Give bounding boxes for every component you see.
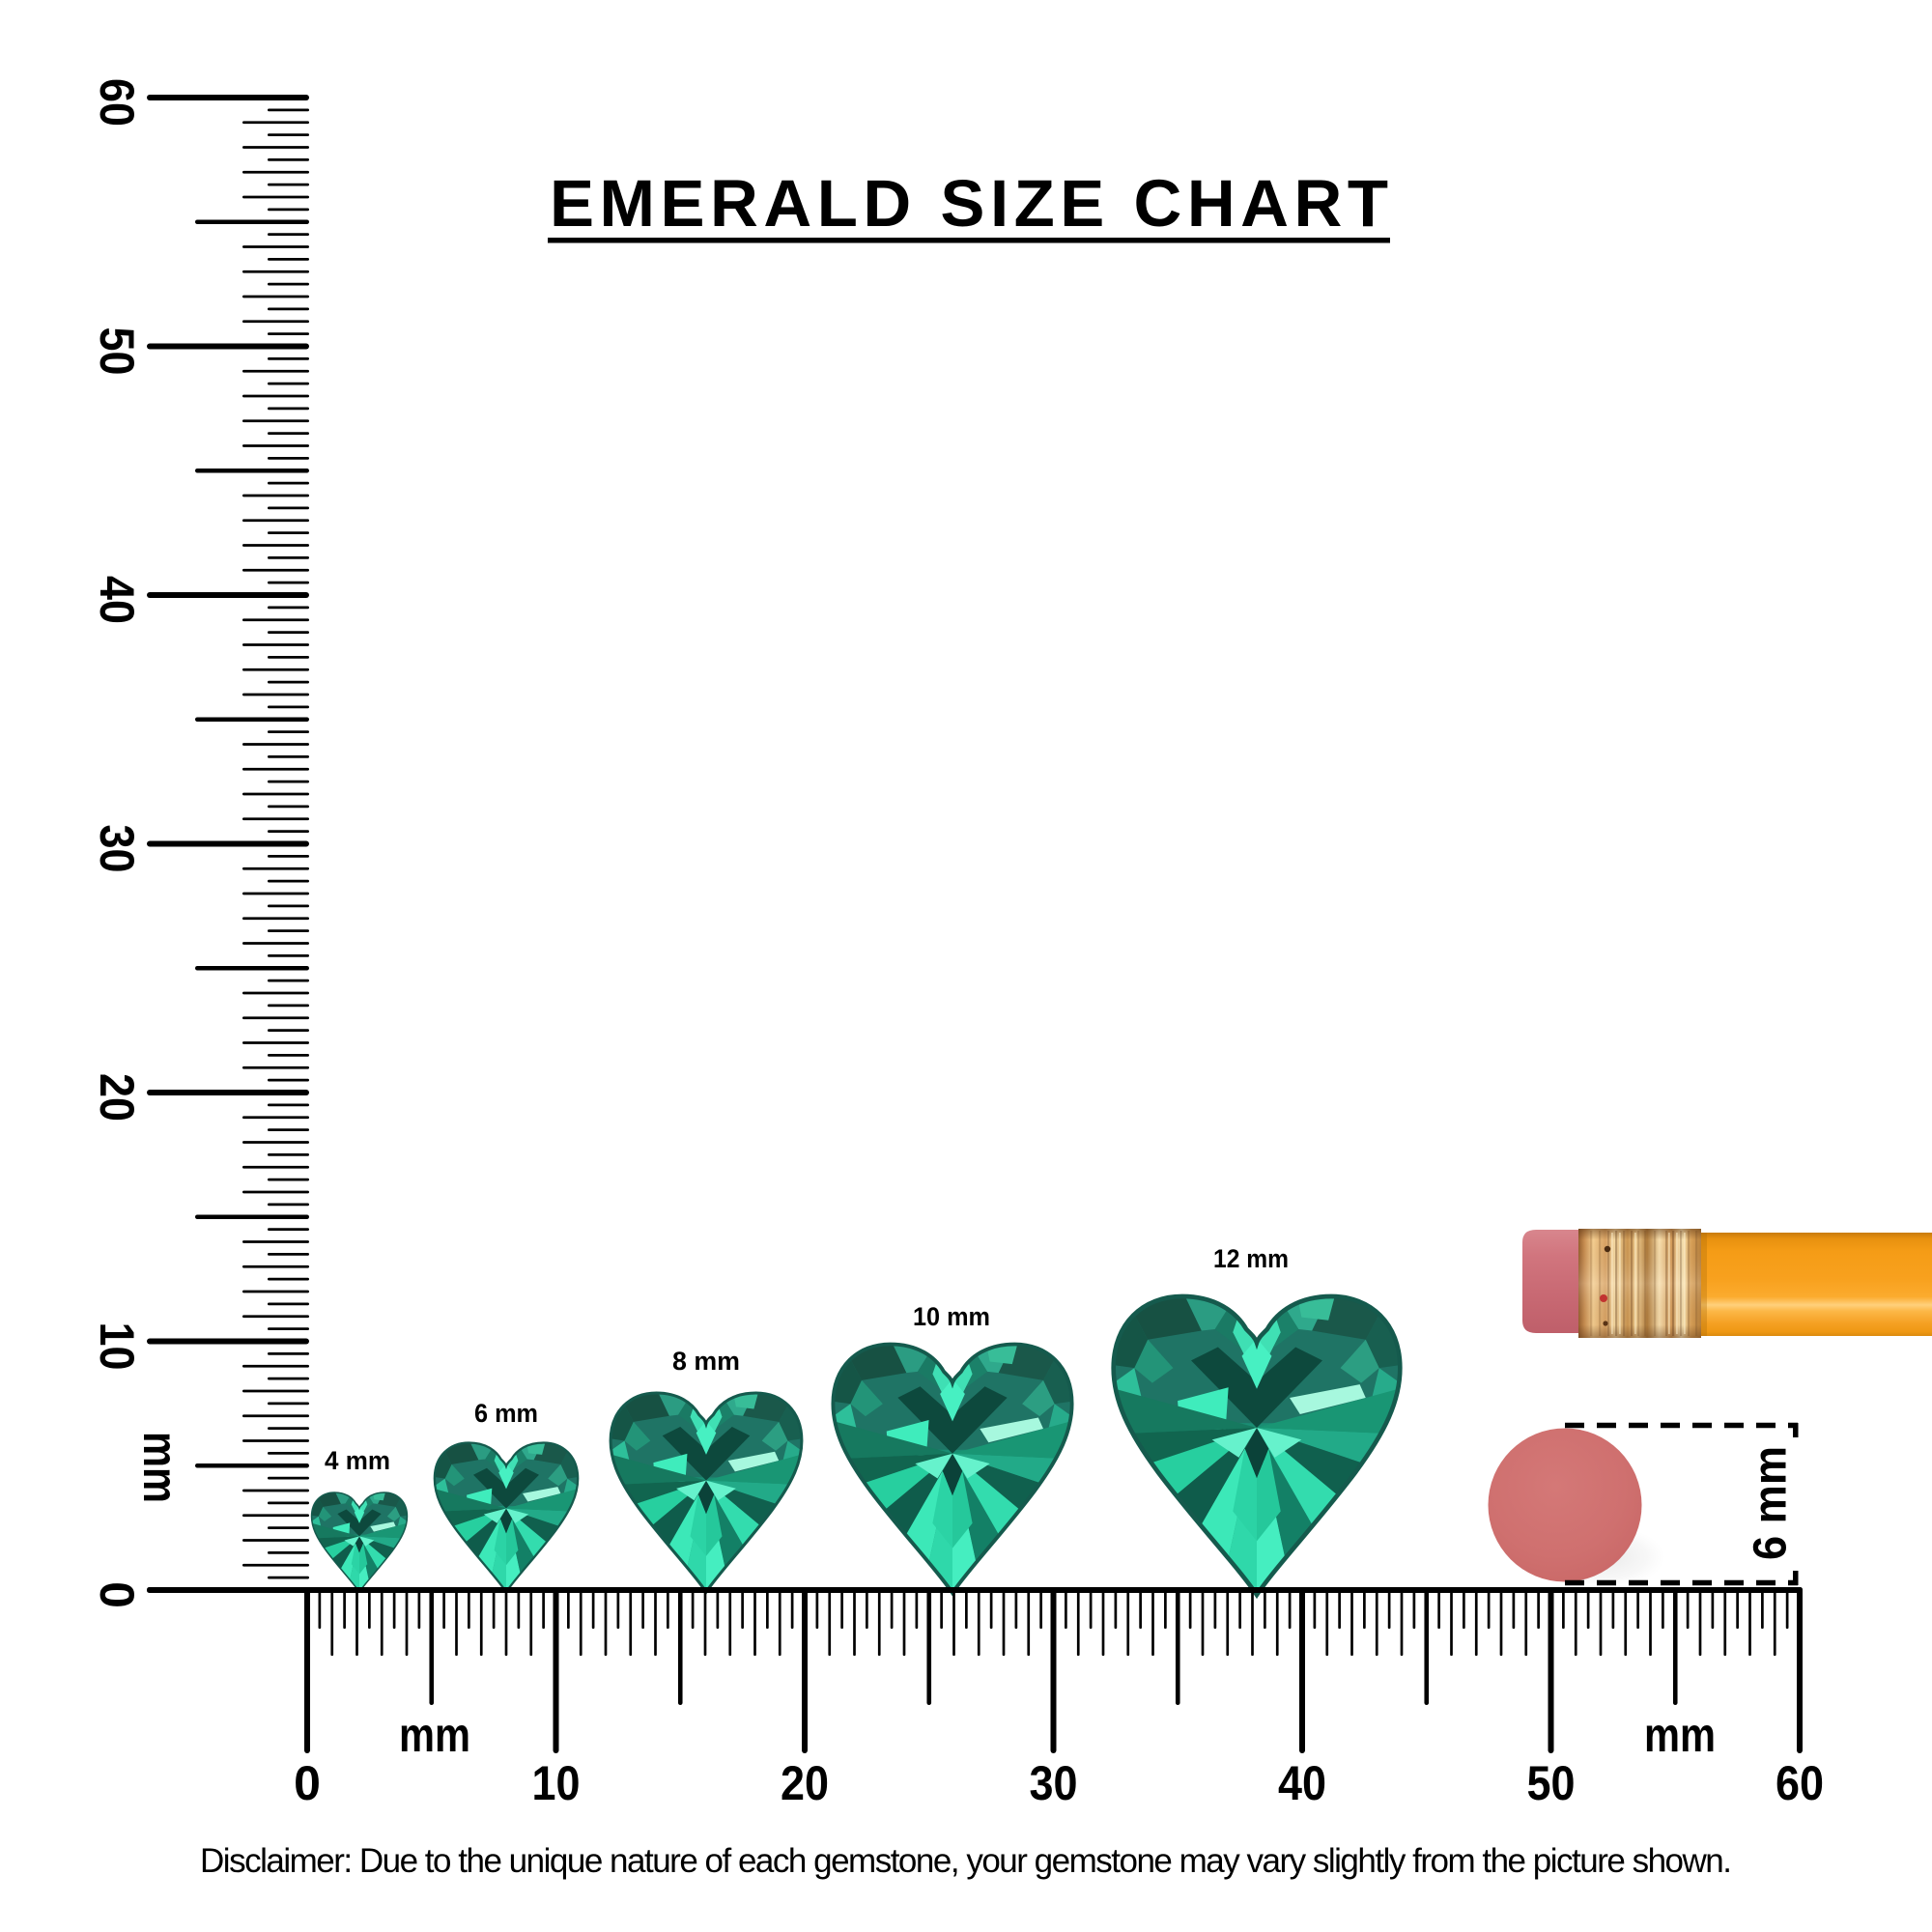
svg-text:mm: mm xyxy=(133,1432,187,1503)
svg-text:60: 60 xyxy=(1776,1756,1824,1810)
svg-text:mm: mm xyxy=(1644,1708,1716,1762)
svg-text:10: 10 xyxy=(90,1322,144,1371)
svg-text:10 mm: 10 mm xyxy=(913,1302,990,1331)
svg-text:6 mm: 6 mm xyxy=(474,1399,538,1428)
svg-text:60: 60 xyxy=(90,78,144,127)
svg-text:0: 0 xyxy=(294,1756,321,1810)
svg-text:mm: mm xyxy=(399,1708,470,1762)
svg-text:50: 50 xyxy=(1527,1756,1576,1810)
svg-text:EMERALD SIZE CHART: EMERALD SIZE CHART xyxy=(550,166,1388,241)
svg-text:30: 30 xyxy=(90,825,144,873)
svg-text:6 mm: 6 mm xyxy=(1746,1446,1797,1560)
svg-text:4 mm: 4 mm xyxy=(325,1446,390,1475)
svg-text:10: 10 xyxy=(532,1756,581,1810)
svg-text:20: 20 xyxy=(90,1073,144,1122)
svg-text:0: 0 xyxy=(90,1581,144,1608)
svg-text:40: 40 xyxy=(1278,1756,1326,1810)
svg-text:50: 50 xyxy=(90,327,144,376)
svg-text:30: 30 xyxy=(1030,1756,1078,1810)
svg-text:20: 20 xyxy=(781,1756,829,1810)
svg-text:12 mm: 12 mm xyxy=(1213,1244,1289,1273)
svg-text:Disclaimer: Due to the unique: Disclaimer: Due to the unique nature of … xyxy=(200,1842,1732,1880)
svg-text:8 mm: 8 mm xyxy=(672,1347,740,1376)
svg-text:40: 40 xyxy=(90,576,144,624)
